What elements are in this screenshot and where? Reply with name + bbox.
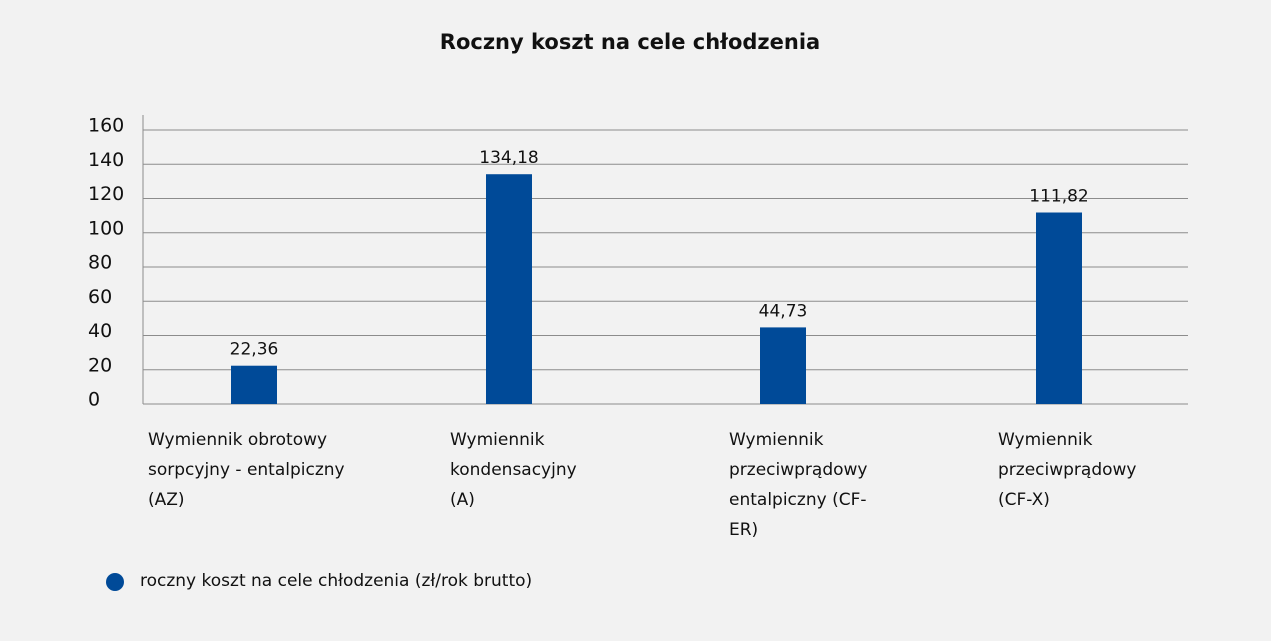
chart-title: Roczny koszt na cele chłodzenia — [440, 30, 820, 54]
value-label: 22,36 — [230, 340, 279, 360]
y-tick-label: 60 — [88, 286, 112, 308]
y-tick-label: 40 — [88, 320, 112, 342]
y-tick-label: 100 — [88, 217, 124, 239]
bar — [1036, 212, 1082, 404]
bar — [231, 365, 277, 404]
y-tick-label: 80 — [88, 252, 112, 274]
legend-label: roczny koszt na cele chłodzenia (zł/rok … — [140, 571, 532, 591]
x-tick-label: Wymiennik kondensacyjny (A) — [450, 430, 577, 510]
value-label: 44,73 — [759, 301, 808, 321]
x-tick-label: Wymiennik obrotowy sorpcyjny - entalpicz… — [148, 430, 345, 510]
bar — [760, 327, 806, 404]
legend-marker — [106, 573, 124, 591]
y-tick-label: 20 — [88, 354, 112, 376]
y-tick-label: 140 — [88, 149, 124, 171]
y-tick-label: 160 — [88, 115, 124, 137]
y-tick-label: 0 — [88, 389, 100, 411]
x-tick-label: Wymiennik przeciwprądowy (CF-X) — [998, 430, 1137, 510]
value-label: 134,18 — [479, 148, 538, 168]
x-tick-label: Wymiennik przeciwprądowy entalpiczny (CF… — [729, 430, 868, 540]
bar — [486, 174, 532, 404]
value-label: 111,82 — [1029, 187, 1088, 207]
y-tick-label: 120 — [88, 183, 124, 205]
